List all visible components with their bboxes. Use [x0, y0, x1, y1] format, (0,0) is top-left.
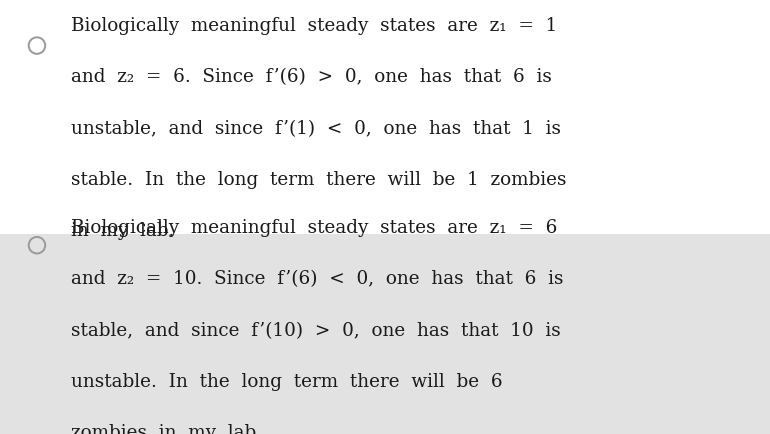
FancyBboxPatch shape	[0, 234, 770, 434]
Text: stable,  and  since  f’(10)  >  0,  one  has  that  10  is: stable, and since f’(10) > 0, one has th…	[71, 322, 561, 339]
Text: Biologically  meaningful  steady  states  are  z₁  =  1: Biologically meaningful steady states ar…	[71, 17, 557, 35]
Text: and  z₂  =  10.  Since  f’(6)  <  0,  one  has  that  6  is: and z₂ = 10. Since f’(6) < 0, one has th…	[71, 270, 564, 288]
Text: in  my  lab.: in my lab.	[71, 222, 174, 240]
Text: unstable,  and  since  f’(1)  <  0,  one  has  that  1  is: unstable, and since f’(1) < 0, one has t…	[71, 120, 561, 138]
Text: and  z₂  =  6.  Since  f’(6)  >  0,  one  has  that  6  is: and z₂ = 6. Since f’(6) > 0, one has tha…	[71, 69, 552, 86]
Text: unstable.  In  the  long  term  there  will  be  6: unstable. In the long term there will be…	[71, 373, 503, 391]
Text: stable.  In  the  long  term  there  will  be  1  zombies: stable. In the long term there will be 1…	[71, 171, 567, 189]
Text: zombies  in  my  lab.: zombies in my lab.	[71, 424, 262, 434]
Text: Biologically  meaningful  steady  states  are  z₁  =  6: Biologically meaningful steady states ar…	[71, 219, 557, 237]
